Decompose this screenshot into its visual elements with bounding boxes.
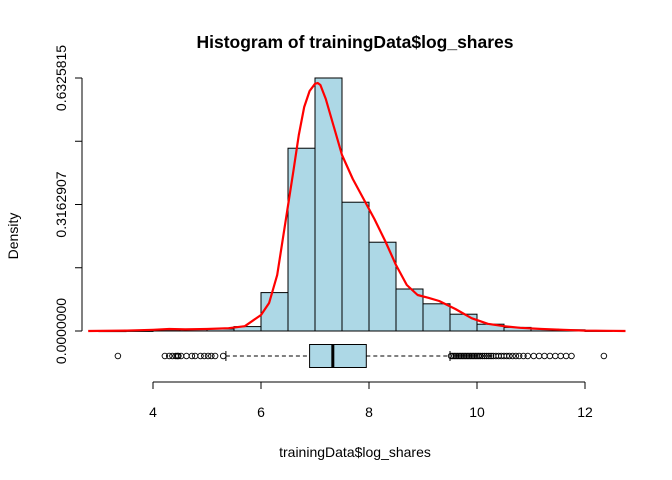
boxplot-outlier xyxy=(219,352,227,360)
x-tick-label: 12 xyxy=(577,404,593,420)
histogram-bar xyxy=(422,303,451,332)
x-axis-label: trainingData$log_shares xyxy=(279,444,431,460)
boxplot-outlier xyxy=(188,352,196,360)
boxplot-outlier xyxy=(204,352,212,360)
boxplot-outlier xyxy=(483,352,490,360)
boxplot xyxy=(114,344,608,368)
y-axis-label: Density xyxy=(5,213,21,260)
boxplot-outlier xyxy=(175,352,182,360)
boxplot-outlier xyxy=(509,352,516,360)
boxplot-outlier xyxy=(165,352,173,360)
x-axis: 4 6 8 10 12 xyxy=(149,381,593,420)
boxplot-outlier xyxy=(568,352,575,360)
boxplot-outlier xyxy=(208,352,215,360)
boxplot-outlier xyxy=(161,352,169,360)
boxplot-box xyxy=(309,344,367,368)
boxplot-outlier xyxy=(520,352,527,360)
y-axis: 0.0000000 0.3162907 0.6325815 xyxy=(53,45,83,364)
y-tick-label: 0.6325815 xyxy=(53,45,69,111)
x-tick-label: 10 xyxy=(469,404,485,420)
boxplot-outlier xyxy=(197,352,204,360)
histogram-bar xyxy=(341,201,370,332)
boxplot-outlier xyxy=(506,352,513,360)
histogram-bar xyxy=(260,292,289,332)
histogram-bar xyxy=(314,77,343,332)
boxplot-outlier xyxy=(479,352,486,360)
boxplot-outlier xyxy=(481,352,488,360)
x-tick-label: 8 xyxy=(365,404,373,420)
y-tick-label: 0.3162907 xyxy=(53,171,69,237)
x-tick-label: 6 xyxy=(257,404,265,420)
boxplot-outlier xyxy=(600,352,608,360)
density-curve-layer xyxy=(88,81,626,333)
boxplot-outlier xyxy=(114,352,122,360)
boxplot-outlier xyxy=(512,352,520,360)
boxplot-outlier xyxy=(476,352,484,360)
boxplot-outlier xyxy=(211,352,219,360)
boxplot-outlier xyxy=(487,352,495,360)
x-tick-label: 4 xyxy=(149,404,157,420)
boxplot-outlier xyxy=(515,352,523,360)
boxplot-outlier xyxy=(201,352,208,360)
chart-title: Histogram of trainingData$log_shares xyxy=(196,32,513,52)
y-tick-label: 0.0000000 xyxy=(53,298,69,364)
boxplot-outlier xyxy=(485,352,493,360)
density-curve xyxy=(88,81,626,333)
histogram-bar xyxy=(449,313,478,332)
